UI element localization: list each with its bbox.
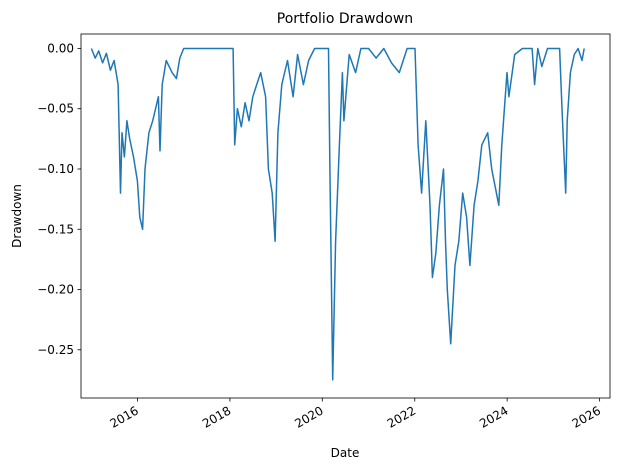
y-axis: 0.00 −0.05 −0.10 −0.15 −0.20 −0.25	[37, 41, 81, 357]
axes-frame	[80, 33, 611, 399]
y-tick-label: 0.00	[47, 41, 74, 55]
y-tick-label: −0.15	[37, 222, 74, 236]
y-tick-label: −0.25	[37, 343, 74, 357]
chart-title: Portfolio Drawdown	[277, 11, 413, 27]
x-axis-label: Date	[331, 446, 360, 460]
y-axis-label: Drawdown	[10, 184, 24, 248]
series-line-drawdown	[90, 47, 585, 381]
y-tick-label: −0.05	[37, 102, 74, 116]
y-tick-label: −0.10	[37, 162, 74, 176]
y-tick-label: −0.20	[37, 283, 74, 297]
